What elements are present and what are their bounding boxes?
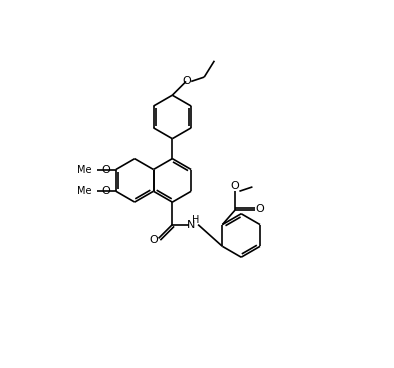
Text: O: O xyxy=(230,181,240,191)
Text: O: O xyxy=(182,76,191,86)
Text: Me: Me xyxy=(77,186,91,196)
Text: O: O xyxy=(256,204,264,214)
Text: O: O xyxy=(150,235,159,245)
Text: H: H xyxy=(192,215,200,224)
Text: O: O xyxy=(102,186,110,196)
Text: Me: Me xyxy=(77,164,91,174)
Text: O: O xyxy=(102,164,110,174)
Text: N: N xyxy=(188,220,196,230)
